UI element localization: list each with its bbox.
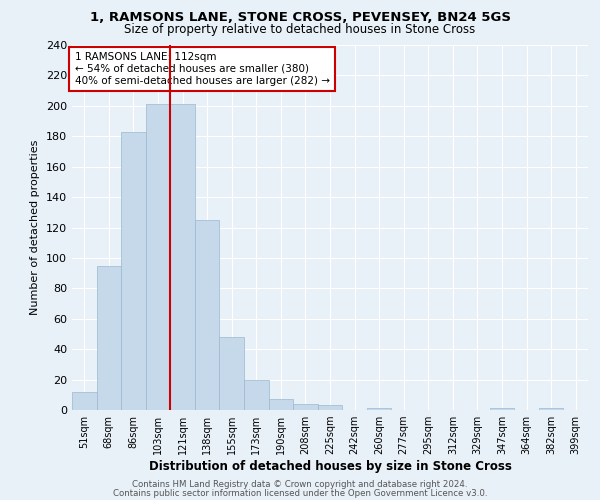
- Bar: [146, 104, 170, 410]
- Bar: [220, 337, 244, 410]
- Bar: [269, 400, 293, 410]
- Bar: [539, 408, 563, 410]
- Text: Contains public sector information licensed under the Open Government Licence v3: Contains public sector information licen…: [113, 488, 487, 498]
- Bar: [121, 132, 146, 410]
- Bar: [293, 404, 318, 410]
- Bar: [367, 408, 391, 410]
- Text: 1 RAMSONS LANE: 112sqm
← 54% of detached houses are smaller (380)
40% of semi-de: 1 RAMSONS LANE: 112sqm ← 54% of detached…: [74, 52, 329, 86]
- Bar: [195, 220, 220, 410]
- Text: 1, RAMSONS LANE, STONE CROSS, PEVENSEY, BN24 5GS: 1, RAMSONS LANE, STONE CROSS, PEVENSEY, …: [89, 11, 511, 24]
- X-axis label: Distribution of detached houses by size in Stone Cross: Distribution of detached houses by size …: [149, 460, 511, 473]
- Bar: [244, 380, 269, 410]
- Bar: [490, 408, 514, 410]
- Y-axis label: Number of detached properties: Number of detached properties: [31, 140, 40, 315]
- Bar: [170, 104, 195, 410]
- Bar: [97, 266, 121, 410]
- Text: Contains HM Land Registry data © Crown copyright and database right 2024.: Contains HM Land Registry data © Crown c…: [132, 480, 468, 489]
- Text: Size of property relative to detached houses in Stone Cross: Size of property relative to detached ho…: [124, 22, 476, 36]
- Bar: [318, 406, 342, 410]
- Bar: [72, 392, 97, 410]
